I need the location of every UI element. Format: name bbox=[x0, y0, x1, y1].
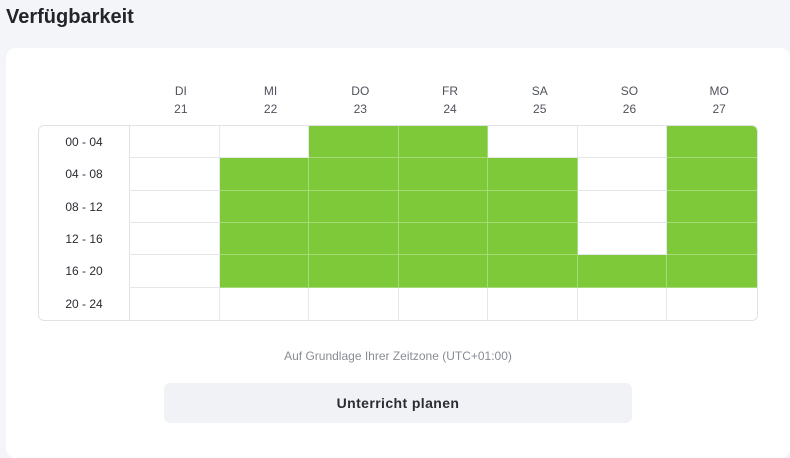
time-slot-label: 16 - 20 bbox=[39, 255, 130, 288]
availability-card: DI 21 MI 22 DO 23 FR 24 SA 25 SO 26 MO 27 00 - 04 04 -… bbox=[6, 48, 790, 458]
availability-cell-available bbox=[667, 255, 757, 288]
day-header: SA 25 bbox=[495, 82, 585, 118]
availability-cell-available bbox=[667, 158, 757, 191]
availability-cell-available bbox=[667, 126, 757, 159]
availability-cell-available bbox=[488, 222, 578, 256]
day-name: MI bbox=[263, 84, 278, 98]
day-date: 23 bbox=[353, 102, 367, 116]
availability-cell-available bbox=[667, 190, 757, 223]
availability-cell-unavailable bbox=[577, 158, 668, 191]
day-name: SO bbox=[620, 84, 639, 98]
availability-cell-available bbox=[398, 158, 489, 191]
availability-cell-unavailable bbox=[398, 287, 489, 320]
availability-cell-unavailable bbox=[577, 126, 668, 159]
availability-cell-available bbox=[309, 222, 399, 256]
availability-cell-unavailable bbox=[219, 126, 310, 159]
availability-cell-available bbox=[398, 190, 489, 223]
availability-cell-available bbox=[309, 126, 399, 159]
time-slot-label: 04 - 08 bbox=[39, 158, 130, 191]
day-header: MI 22 bbox=[226, 82, 316, 118]
availability-cell-available bbox=[219, 222, 310, 256]
day-header: DI 21 bbox=[136, 82, 226, 118]
day-header: DO 23 bbox=[315, 82, 405, 118]
time-slot-label: 08 - 12 bbox=[39, 190, 130, 223]
day-header: FR 24 bbox=[405, 82, 495, 118]
availability-cell-available bbox=[309, 190, 399, 223]
availability-cell-unavailable bbox=[577, 222, 668, 256]
availability-cell-available bbox=[667, 222, 757, 256]
day-date: 22 bbox=[263, 102, 278, 116]
time-slot-label: 12 - 16 bbox=[39, 222, 130, 256]
timezone-note: Auf Grundlage Ihrer Zeitzone (UTC+01:00) bbox=[284, 349, 512, 363]
availability-cell-available bbox=[219, 255, 310, 288]
day-name: MO bbox=[709, 84, 729, 98]
day-name: DI bbox=[174, 84, 187, 98]
availability-cell-available bbox=[309, 255, 399, 288]
availability-cell-unavailable bbox=[130, 158, 220, 191]
day-headers: DI 21 MI 22 DO 23 FR 24 SA 25 SO 26 MO 27 bbox=[136, 82, 764, 118]
availability-cell-unavailable bbox=[219, 287, 310, 320]
day-date: 26 bbox=[622, 102, 637, 116]
day-name: SA bbox=[531, 84, 548, 98]
availability-cell-unavailable bbox=[488, 126, 578, 159]
availability-cell-unavailable bbox=[577, 190, 668, 223]
schedule-lesson-button[interactable]: Unterricht planen bbox=[164, 383, 632, 423]
availability-cell-available bbox=[577, 255, 668, 288]
availability-cell-unavailable bbox=[577, 287, 668, 320]
availability-cell-available bbox=[398, 222, 489, 256]
day-header: MO 27 bbox=[674, 82, 764, 118]
availability-cell-available bbox=[488, 190, 578, 223]
availability-cell-available bbox=[488, 255, 578, 288]
availability-cell-available bbox=[219, 190, 310, 223]
time-slot-label: 20 - 24 bbox=[39, 287, 130, 320]
availability-cell-unavailable bbox=[309, 287, 399, 320]
availability-cell-unavailable bbox=[130, 222, 220, 256]
availability-cell-unavailable bbox=[130, 255, 220, 288]
availability-cell-unavailable bbox=[130, 190, 220, 223]
availability-cell-available bbox=[219, 158, 310, 191]
availability-cell-unavailable bbox=[130, 126, 220, 159]
day-header: SO 26 bbox=[585, 82, 675, 118]
availability-cell-available bbox=[309, 158, 399, 191]
day-date: 27 bbox=[712, 102, 726, 116]
day-date: 24 bbox=[443, 102, 457, 116]
availability-cell-available bbox=[398, 126, 489, 159]
availability-grid: 00 - 04 04 - 08 08 - 12 12 - 16 16 - 20 20 - … bbox=[38, 125, 758, 321]
day-date: 25 bbox=[533, 102, 547, 116]
day-name: DO bbox=[351, 84, 370, 98]
day-name: FR bbox=[442, 84, 459, 98]
day-date: 21 bbox=[174, 102, 188, 116]
availability-cell-available bbox=[488, 158, 578, 191]
availability-cell-unavailable bbox=[667, 287, 757, 320]
time-slot-label: 00 - 04 bbox=[39, 126, 130, 159]
section-title: Verfügbarkeit bbox=[6, 6, 134, 28]
availability-cell-available bbox=[398, 255, 489, 288]
availability-cell-unavailable bbox=[488, 287, 578, 320]
availability-cell-unavailable bbox=[130, 287, 220, 320]
